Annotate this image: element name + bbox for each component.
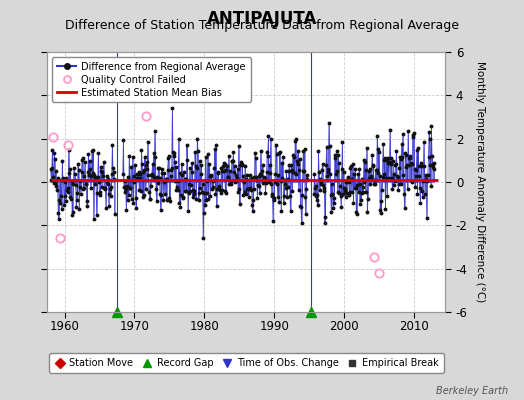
Legend: Station Move, Record Gap, Time of Obs. Change, Empirical Break: Station Move, Record Gap, Time of Obs. C… <box>49 353 443 373</box>
Text: Difference of Station Temperature Data from Regional Average: Difference of Station Temperature Data f… <box>65 19 459 32</box>
Text: ANTIPAJUTA: ANTIPAJUTA <box>207 10 317 28</box>
Text: Berkeley Earth: Berkeley Earth <box>436 386 508 396</box>
Y-axis label: Monthly Temperature Anomaly Difference (°C): Monthly Temperature Anomaly Difference (… <box>475 61 485 303</box>
